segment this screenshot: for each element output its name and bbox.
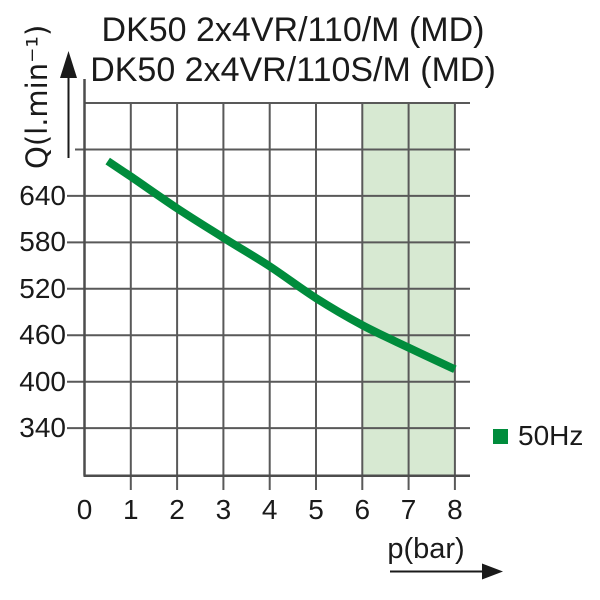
x-tick-label: 2: [169, 494, 185, 525]
x-tick-label: 3: [215, 494, 232, 525]
y-tick-label: 460: [19, 319, 66, 351]
x-tick-label: 6: [354, 494, 371, 525]
y-axis-arrow-icon: [60, 51, 77, 158]
chart-title: DK50 2x4VR/110/M (MD) DK50 2x4VR/110S/M …: [3, 10, 583, 90]
flow-curve-50hz: [105, 157, 457, 373]
x-tick-label: 5: [308, 494, 324, 525]
chart-title-line-2: DK50 2x4VR/110S/M (MD): [90, 51, 496, 89]
x-tick-label: 8: [447, 494, 463, 525]
y-tick-label: 400: [19, 365, 66, 397]
x-tick-label: 1: [123, 494, 139, 525]
y-tick-label: 640: [19, 179, 66, 211]
curve-layer: [105, 157, 457, 373]
x-axis-label: p(bar): [387, 533, 465, 565]
gridline-layer: [67, 79, 470, 490]
x-axis-arrow-icon: [390, 563, 503, 580]
legend-label-50hz: 50Hz: [518, 420, 584, 451]
x-tick-label: 4: [261, 494, 278, 525]
legend: 50Hz: [493, 421, 583, 451]
y-tick-label: 340: [19, 412, 66, 444]
chart-title-line-1: DK50 2x4VR/110/M (MD): [101, 11, 485, 49]
legend-swatch-50hz: [493, 428, 508, 444]
y-tick-label: 580: [19, 226, 66, 258]
y-axis-label: Q(l.min⁻¹): [20, 24, 54, 169]
x-tick-label: 7: [400, 494, 417, 525]
y-tick-label: 520: [19, 272, 66, 304]
x-tick-label: 0: [76, 494, 93, 525]
